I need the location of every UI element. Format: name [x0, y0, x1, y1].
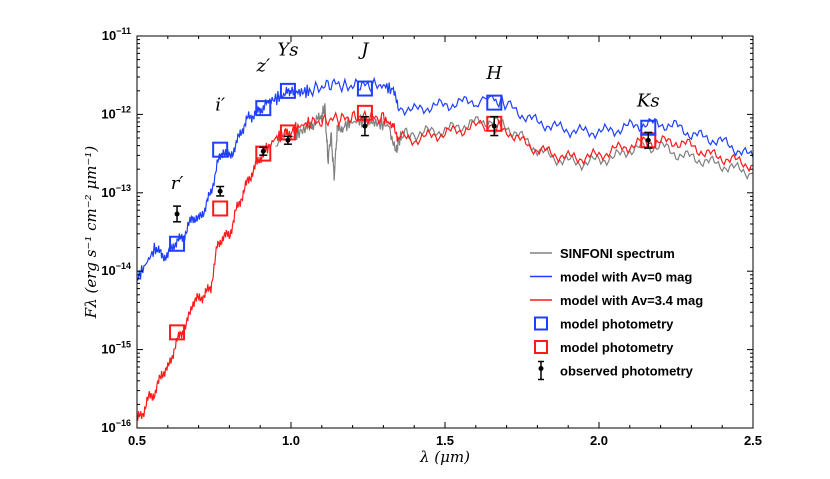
x-tick-label: 1.5 — [436, 433, 454, 448]
band-label: r′ — [171, 173, 184, 194]
legend-entry-0: SINFONI spectrum — [530, 246, 675, 261]
band-label: Ks — [636, 91, 660, 112]
series-line-2 — [136, 109, 754, 422]
plot-area — [137, 36, 753, 428]
tick-layer: 0.5 1.0 1.5 2.0 2.5 10−16 10−15 10−14 10−13 10−12… — [101, 26, 762, 448]
y-tick-label: 10−14 — [101, 261, 131, 278]
observed-photometry-point-0 — [173, 205, 182, 223]
y-tick-label: 10−12 — [101, 104, 131, 121]
observed-photometry-point-3 — [283, 135, 292, 145]
band-label: Ys — [277, 40, 298, 61]
legend-entry-3: model photometry — [534, 316, 674, 332]
y-tick-label: 10−13 — [101, 183, 131, 200]
observed-photometry-point-4 — [360, 116, 369, 137]
observed-photometry-point-1 — [216, 185, 225, 197]
y-tick-label: 10−15 — [101, 340, 131, 357]
band-label: i′ — [215, 94, 225, 115]
x-tick-label: 0.5 — [128, 433, 146, 448]
model-photometry-av34-marker-0 — [169, 324, 186, 341]
band-label: z′ — [255, 55, 270, 76]
model-photometry-av0-marker-4 — [356, 80, 373, 97]
legend-label: model with Av=3.4 mag — [560, 293, 703, 308]
marker-layer — [169, 80, 657, 341]
observed-photometry-point-5 — [490, 116, 499, 137]
y-tick-label: 10−16 — [101, 418, 131, 435]
band-labels: r′ i′ z′ Ys J H Ks — [171, 40, 660, 194]
model-photometry-av0-marker-2 — [255, 100, 272, 117]
band-label: H — [485, 63, 502, 84]
x-tick-label: 2.0 — [590, 433, 608, 448]
legend-label: model photometry — [560, 340, 674, 355]
x-tick-label: 2.5 — [744, 433, 762, 448]
legend-label: model photometry — [560, 317, 674, 332]
x-tick-label: 1.0 — [282, 433, 300, 448]
legend-label: observed photometry — [560, 364, 694, 379]
band-label: J — [357, 40, 370, 61]
model-photometry-av0-marker-1 — [212, 141, 229, 158]
legend-label: model with Av=0 mag — [560, 270, 692, 285]
series-line-1 — [136, 76, 754, 281]
observed-photometry-point-2 — [259, 146, 268, 156]
model-photometry-av0-marker-0 — [169, 235, 186, 252]
model-photometry-av34-marker-1 — [212, 200, 229, 217]
model-photometry-av0-marker-3 — [279, 82, 296, 99]
legend-label: SINFONI spectrum — [560, 246, 675, 261]
legend-entry-4: model photometry — [534, 340, 674, 355]
legend: SINFONI spectrum model with Av=0 mag model… — [530, 246, 703, 381]
legend-entry-5: observed photometry — [538, 360, 694, 381]
x-axis-label: λ (μm) — [419, 448, 470, 466]
y-tick-label: 10−11 — [102, 26, 131, 43]
legend-entry-2: model with Av=3.4 mag — [530, 293, 703, 308]
model-photometry-av0-marker-5 — [486, 94, 503, 111]
legend-entry-1: model with Av=0 mag — [530, 270, 692, 285]
observed-photometry-point-6 — [644, 131, 653, 149]
y-axis-label: Fλ (erg s⁻¹ cm⁻² μm⁻¹) — [82, 146, 100, 320]
